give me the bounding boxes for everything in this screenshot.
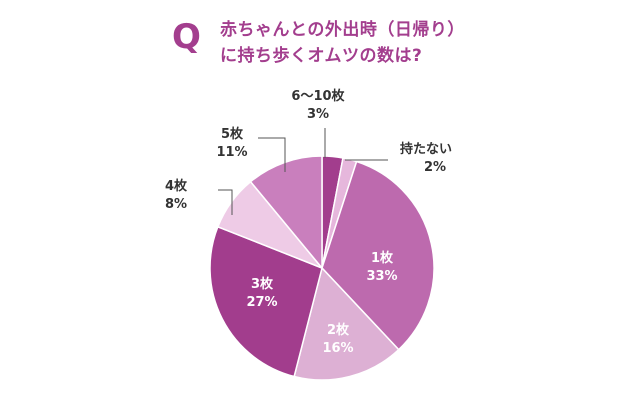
slice-label-5: 3枚	[251, 276, 274, 292]
slice-label-1: 6〜10枚	[291, 88, 345, 104]
slice-label-6: 4枚	[165, 178, 188, 194]
slice-value-label-5: 27%	[246, 295, 277, 310]
slice-label-2: 持たない	[400, 141, 452, 157]
title-line-2: に持ち歩くオムツの数は?	[220, 46, 423, 66]
chart-title: Q 赤ちゃんとの外出時（日帰り） に持ち歩くオムツの数は?	[172, 16, 492, 76]
slice-value-label-3: 33%	[366, 269, 397, 284]
slice-value-label-1: 3%	[307, 107, 329, 122]
pie-slice-3	[321, 160, 435, 351]
leader-line-6	[218, 189, 233, 215]
slice-value-label-6: 8%	[165, 197, 187, 212]
pie-slice-4	[293, 266, 400, 381]
slice-value-label-7: 11%	[216, 145, 247, 160]
pie-slice-7	[249, 155, 323, 271]
slice-label-7: 5枚	[221, 126, 244, 142]
slice-value-label-4: 16%	[322, 341, 353, 356]
slice-label-3: 1枚	[371, 250, 394, 266]
title-line-1: 赤ちゃんとの外出時（日帰り）	[220, 20, 465, 40]
leader-line-7	[258, 137, 286, 172]
pie-slice-5	[209, 225, 323, 378]
slice-label-4: 2枚	[327, 322, 350, 338]
slice-value-label-2: 2%	[424, 160, 446, 175]
question-mark-q: Q	[172, 17, 201, 57]
